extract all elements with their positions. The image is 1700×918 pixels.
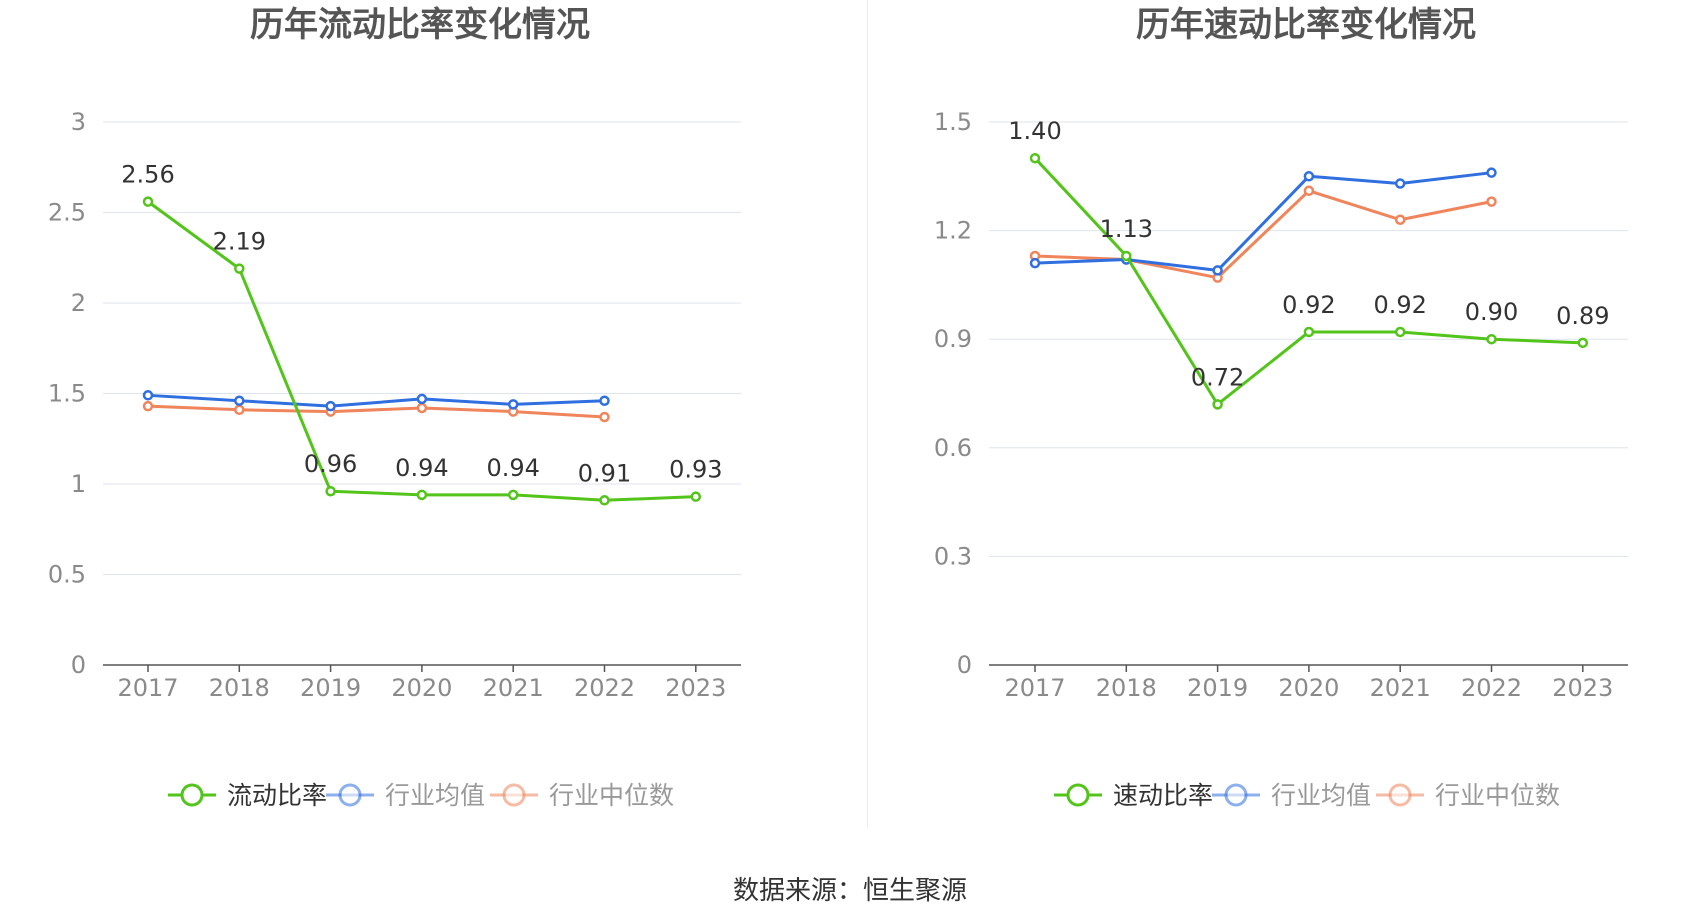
- data-point: [1394, 178, 1406, 189]
- y-tick-label: 0.3: [934, 542, 972, 570]
- data-point: [1486, 333, 1497, 345]
- x-tick-label: 2020: [1278, 674, 1339, 702]
- legend-label: 行业中位数: [1435, 781, 1560, 810]
- data-point: [325, 400, 336, 412]
- data-label: 2.56: [121, 161, 174, 189]
- data-label: 0.94: [395, 454, 448, 482]
- data-label: 0.94: [486, 454, 539, 482]
- chart-title: 历年速动比率变化情况: [1136, 5, 1476, 45]
- data-point: [1029, 152, 1041, 164]
- data-label: 0.91: [578, 459, 631, 487]
- data-label: 0.93: [669, 456, 722, 484]
- y-tick-label: 0.5: [48, 561, 86, 589]
- x-tick-label: 2018: [209, 674, 270, 702]
- x-tick-label: 2020: [391, 674, 452, 702]
- data-label: 0.92: [1373, 291, 1426, 319]
- data-point: [1394, 326, 1406, 338]
- data-point: [416, 393, 428, 405]
- data-point: [1303, 171, 1315, 182]
- y-tick-label: 1: [71, 470, 86, 498]
- series-line-2: [147, 404, 605, 419]
- data-point: [234, 263, 245, 274]
- data-point: [1212, 399, 1223, 410]
- legend-marker: [338, 783, 362, 807]
- data-point: [142, 400, 154, 412]
- legend-marker: [180, 783, 204, 807]
- data-point: [1303, 185, 1315, 197]
- x-tick-label: 2019: [1187, 674, 1248, 702]
- data-point: [142, 196, 154, 207]
- data-label: 0.92: [1282, 291, 1335, 319]
- data-label: 0.89: [1556, 302, 1609, 330]
- data-point: [1303, 326, 1315, 338]
- data-point: [1486, 167, 1497, 178]
- data-point: [1121, 250, 1132, 262]
- legend-marker: [1066, 783, 1090, 807]
- x-tick-label: 2017: [1004, 674, 1065, 702]
- data-label: 1.40: [1008, 117, 1061, 145]
- x-tick-label: 2022: [1461, 674, 1522, 702]
- y-tick-label: 1.5: [48, 380, 86, 408]
- data-point: [325, 485, 336, 497]
- data-point: [1029, 257, 1041, 269]
- data-point: [416, 489, 428, 501]
- data-point: [234, 404, 245, 416]
- chart-current-ratio-svg: 历年流动比率变化情况 0 0.5 1 1.5 2 2.5 3 2017 2018 2019 2020 2…: [48, 5, 741, 810]
- y-tick-label: 0.9: [934, 325, 972, 353]
- y-tick-label: 1.5: [934, 108, 972, 136]
- data-point: [1394, 214, 1406, 225]
- chart-title: 历年流动比率变化情况: [250, 5, 590, 45]
- data-point: [599, 495, 610, 506]
- y-tick-label: 2.5: [48, 199, 86, 227]
- chart-quick-ratio-svg: 历年速动比率变化情况 0 0.3 0.6 0.9 1.2 1.5 2017 2018 2019 20…: [934, 5, 1628, 810]
- data-point: [507, 399, 519, 410]
- y-tick-label: 0: [71, 651, 86, 679]
- data-source-note: 数据来源：恒生聚源: [732, 876, 967, 906]
- legend-label: 行业均值: [385, 781, 485, 810]
- data-point: [599, 411, 610, 423]
- series-line-1: [1034, 171, 1492, 272]
- data-label: 0.90: [1465, 298, 1518, 326]
- data-label: 2.19: [213, 228, 266, 256]
- legend-marker: [1388, 783, 1412, 807]
- data-point: [599, 395, 610, 406]
- y-tick-label: 3: [71, 108, 86, 136]
- data-point: [416, 402, 428, 414]
- x-tick-label: 2022: [574, 674, 635, 702]
- data-label: 1.13: [1100, 215, 1153, 243]
- legend-label: 速动比率: [1113, 781, 1213, 810]
- data-point: [507, 489, 519, 501]
- y-tick-label: 1.2: [934, 217, 972, 245]
- y-tick-label: 0: [957, 651, 972, 679]
- data-point: [690, 491, 702, 502]
- x-tick-label: 2021: [483, 674, 544, 702]
- data-label: 0.72: [1191, 363, 1244, 391]
- x-tick-label: 2017: [117, 674, 178, 702]
- legend-label: 行业均值: [1271, 781, 1371, 810]
- y-tick-label: 0.6: [934, 434, 972, 462]
- legend-label: 流动比率: [227, 781, 327, 810]
- data-point: [142, 390, 154, 401]
- data-point: [1212, 265, 1223, 276]
- x-tick-label: 2023: [1552, 674, 1613, 702]
- chart-current-ratio: 历年流动比率变化情况 0 0.5 1 1.5 2 2.5 3 2017 2018 2019 2020 2…: [0, 0, 850, 840]
- x-tick-label: 2023: [665, 674, 726, 702]
- data-point: [234, 395, 245, 406]
- data-label: 0.96: [304, 450, 357, 478]
- legend-marker: [1224, 783, 1248, 807]
- series-line-1: [147, 393, 605, 408]
- data-point: [1577, 337, 1589, 349]
- legend-label: 行业中位数: [549, 781, 674, 810]
- x-tick-label: 2018: [1096, 674, 1157, 702]
- data-point: [1486, 196, 1497, 207]
- y-tick-label: 2: [71, 289, 86, 317]
- panel-divider: [867, 0, 868, 828]
- x-tick-label: 2019: [300, 674, 361, 702]
- x-tick-label: 2021: [1370, 674, 1431, 702]
- chart-quick-ratio: 历年速动比率变化情况 0 0.3 0.6 0.9 1.2 1.5 2017 2018 2019 20…: [850, 0, 1700, 840]
- legend-marker: [502, 783, 526, 807]
